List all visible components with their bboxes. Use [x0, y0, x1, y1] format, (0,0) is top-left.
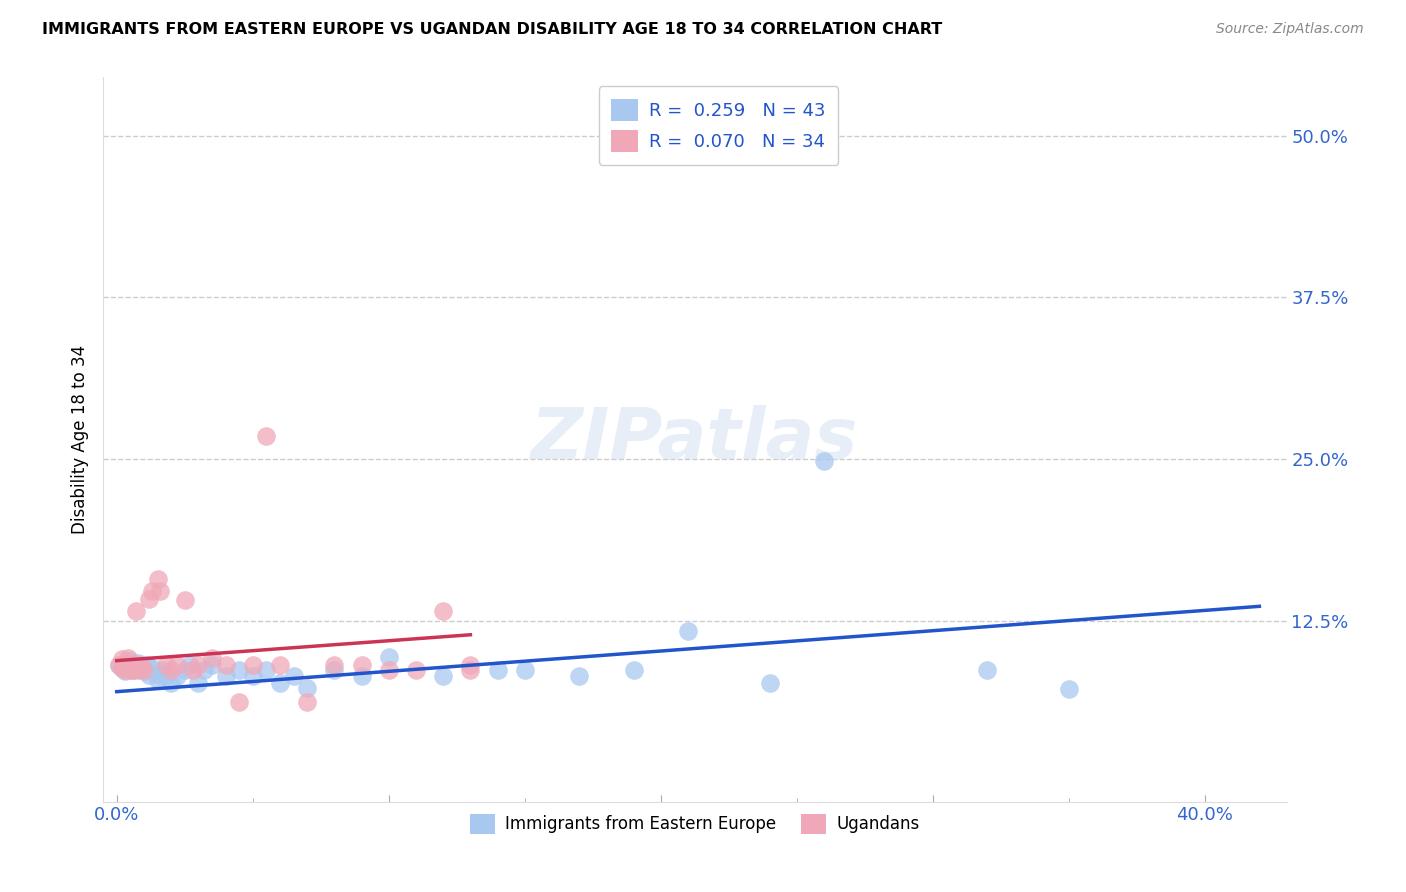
Point	[155, 669, 177, 683]
Point	[179, 657, 201, 672]
Legend: Immigrants from Eastern Europe, Ugandans: Immigrants from Eastern Europe, Ugandans	[460, 804, 929, 844]
Point	[141, 583, 163, 598]
Point	[155, 657, 177, 672]
Point	[758, 675, 780, 690]
Point	[117, 658, 139, 673]
Point	[350, 669, 373, 683]
Point	[193, 663, 215, 677]
Point	[138, 591, 160, 606]
Point	[138, 668, 160, 682]
Point	[160, 663, 183, 677]
Point	[283, 669, 305, 683]
Point	[160, 675, 183, 690]
Point	[242, 657, 264, 672]
Text: Source: ZipAtlas.com: Source: ZipAtlas.com	[1216, 22, 1364, 37]
Point	[295, 681, 318, 695]
Point	[111, 661, 134, 675]
Point	[623, 663, 645, 677]
Point	[166, 669, 188, 683]
Point	[146, 572, 169, 586]
Point	[149, 583, 172, 598]
Point	[146, 673, 169, 687]
Point	[111, 661, 134, 675]
Point	[228, 663, 250, 677]
Point	[1057, 682, 1080, 697]
Point	[141, 661, 163, 675]
Point	[378, 649, 401, 664]
Point	[173, 592, 195, 607]
Point	[976, 663, 998, 677]
Point	[350, 657, 373, 672]
Point	[125, 658, 148, 673]
Point	[129, 657, 152, 672]
Point	[132, 663, 155, 677]
Point	[295, 695, 318, 709]
Point	[269, 657, 291, 672]
Point	[128, 657, 150, 671]
Point	[405, 663, 427, 677]
Point	[323, 657, 346, 672]
Point	[813, 454, 835, 468]
Point	[152, 663, 174, 677]
Point	[242, 669, 264, 683]
Point	[149, 668, 172, 682]
Text: IMMIGRANTS FROM EASTERN EUROPE VS UGANDAN DISABILITY AGE 18 TO 34 CORRELATION CH: IMMIGRANTS FROM EASTERN EUROPE VS UGANDA…	[42, 22, 942, 37]
Point	[187, 675, 209, 690]
Point	[214, 669, 236, 683]
Point	[269, 675, 291, 690]
Point	[513, 663, 536, 677]
Point	[254, 663, 277, 677]
Point	[114, 657, 136, 671]
Point	[108, 657, 131, 672]
Point	[201, 657, 224, 672]
Point	[460, 663, 482, 677]
Point	[228, 695, 250, 709]
Point	[132, 664, 155, 678]
Point	[122, 663, 145, 677]
Point	[568, 669, 591, 683]
Point	[432, 605, 454, 619]
Point	[432, 669, 454, 683]
Point	[187, 657, 209, 672]
Point	[129, 661, 152, 675]
Point	[125, 605, 148, 619]
Y-axis label: Disability Age 18 to 34: Disability Age 18 to 34	[72, 345, 89, 534]
Point	[120, 654, 142, 668]
Point	[486, 663, 509, 677]
Point	[120, 663, 142, 677]
Point	[166, 657, 188, 672]
Point	[128, 663, 150, 677]
Point	[676, 624, 699, 638]
Point	[173, 663, 195, 677]
Point	[114, 664, 136, 678]
Point	[117, 651, 139, 665]
Point	[254, 428, 277, 442]
Point	[323, 663, 346, 677]
Point	[114, 663, 136, 677]
Point	[120, 657, 142, 672]
Point	[111, 652, 134, 666]
Point	[460, 657, 482, 672]
Point	[135, 657, 157, 672]
Point	[201, 651, 224, 665]
Point	[378, 663, 401, 677]
Point	[108, 657, 131, 672]
Text: ZIPatlas: ZIPatlas	[531, 405, 859, 474]
Point	[214, 657, 236, 672]
Point	[120, 661, 142, 675]
Point	[181, 663, 204, 677]
Point	[122, 663, 145, 677]
